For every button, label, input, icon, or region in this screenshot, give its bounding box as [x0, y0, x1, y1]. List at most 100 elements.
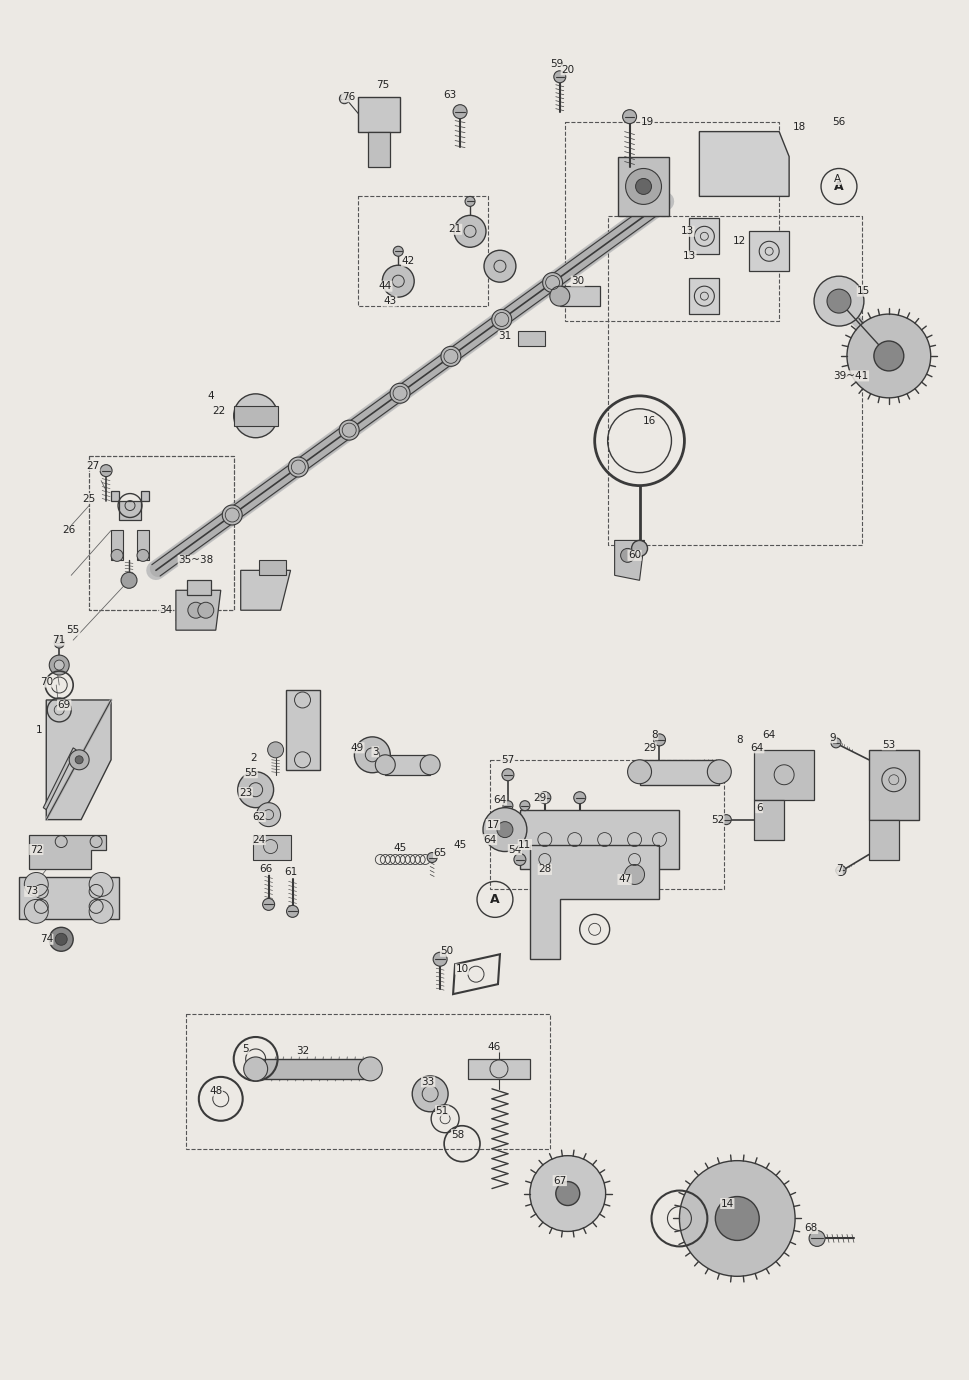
Text: 31: 31: [498, 331, 511, 341]
Text: 74: 74: [40, 934, 53, 944]
Text: 52: 52: [710, 814, 723, 825]
Text: 15: 15: [857, 286, 869, 297]
Circle shape: [267, 742, 283, 758]
Text: 71: 71: [52, 635, 66, 644]
Text: 64: 64: [762, 730, 775, 740]
Text: 59: 59: [549, 59, 563, 69]
Circle shape: [392, 246, 403, 257]
Text: 67: 67: [552, 1176, 566, 1185]
Text: 50: 50: [440, 947, 453, 956]
Circle shape: [69, 749, 89, 770]
Polygon shape: [699, 131, 789, 196]
Circle shape: [496, 821, 513, 838]
Text: 22: 22: [212, 406, 225, 415]
Text: 35~38: 35~38: [178, 555, 213, 566]
Circle shape: [491, 309, 512, 330]
Text: 47: 47: [617, 875, 631, 885]
Text: 73: 73: [24, 886, 38, 897]
Circle shape: [625, 168, 661, 204]
Polygon shape: [47, 700, 111, 820]
Polygon shape: [175, 591, 221, 631]
Circle shape: [529, 1155, 605, 1231]
Text: 61: 61: [284, 868, 297, 878]
Circle shape: [24, 872, 48, 897]
Circle shape: [111, 549, 123, 562]
Circle shape: [54, 638, 64, 649]
Text: 62: 62: [252, 811, 265, 821]
Text: 34: 34: [159, 606, 172, 615]
Circle shape: [121, 573, 137, 588]
Circle shape: [827, 290, 850, 313]
Circle shape: [339, 94, 349, 104]
Text: 63: 63: [443, 90, 456, 99]
Polygon shape: [529, 845, 659, 959]
Circle shape: [412, 1076, 448, 1112]
Text: 54: 54: [508, 845, 521, 854]
Bar: [564, 121, 778, 322]
Circle shape: [542, 273, 562, 293]
Circle shape: [382, 265, 414, 297]
Polygon shape: [234, 406, 277, 426]
Circle shape: [555, 1181, 579, 1206]
Circle shape: [54, 660, 64, 671]
Text: 7: 7: [835, 864, 841, 875]
Circle shape: [808, 1231, 825, 1246]
Text: 30: 30: [571, 276, 583, 286]
Text: 9: 9: [828, 733, 835, 742]
Text: 46: 46: [486, 1042, 500, 1052]
Text: 4: 4: [207, 391, 214, 400]
Polygon shape: [517, 331, 545, 346]
Circle shape: [553, 70, 565, 83]
Text: 24: 24: [252, 835, 265, 845]
Polygon shape: [368, 131, 390, 167]
Circle shape: [375, 755, 394, 774]
Text: 57: 57: [501, 755, 514, 765]
Circle shape: [721, 814, 731, 825]
Circle shape: [100, 465, 112, 476]
Text: 13: 13: [682, 251, 696, 261]
Text: 48: 48: [209, 1086, 222, 1096]
Polygon shape: [519, 810, 678, 869]
Circle shape: [234, 393, 277, 437]
Polygon shape: [137, 530, 149, 560]
Text: 5: 5: [242, 1043, 249, 1054]
Circle shape: [390, 384, 410, 403]
Bar: [186, 1014, 549, 1148]
Circle shape: [243, 1057, 267, 1081]
Polygon shape: [559, 286, 599, 306]
Text: 16: 16: [642, 415, 655, 426]
Polygon shape: [868, 820, 898, 860]
Polygon shape: [689, 279, 719, 315]
Bar: [358, 196, 487, 306]
Text: 66: 66: [259, 864, 272, 875]
Circle shape: [653, 734, 665, 745]
Text: 8: 8: [735, 736, 742, 745]
Circle shape: [433, 952, 447, 966]
Text: 64: 64: [750, 742, 763, 753]
Polygon shape: [111, 530, 123, 560]
Polygon shape: [259, 560, 285, 575]
Text: 68: 68: [803, 1224, 817, 1234]
Text: 1: 1: [36, 724, 43, 736]
Polygon shape: [187, 581, 210, 595]
Text: 65: 65: [433, 847, 447, 857]
Circle shape: [483, 807, 526, 851]
Polygon shape: [689, 218, 719, 254]
Circle shape: [501, 769, 514, 781]
Text: 27: 27: [86, 461, 100, 471]
Text: 49: 49: [351, 742, 363, 753]
Circle shape: [426, 853, 437, 862]
Circle shape: [813, 276, 863, 326]
Polygon shape: [385, 755, 429, 774]
Circle shape: [835, 865, 845, 875]
Text: 32: 32: [296, 1046, 309, 1056]
Text: 23: 23: [238, 788, 252, 798]
Polygon shape: [868, 749, 918, 820]
Text: 13: 13: [680, 226, 694, 236]
Text: 19: 19: [641, 117, 653, 127]
Circle shape: [441, 346, 460, 366]
Circle shape: [237, 771, 273, 807]
Polygon shape: [19, 878, 119, 919]
Circle shape: [420, 755, 440, 774]
Polygon shape: [617, 156, 669, 217]
